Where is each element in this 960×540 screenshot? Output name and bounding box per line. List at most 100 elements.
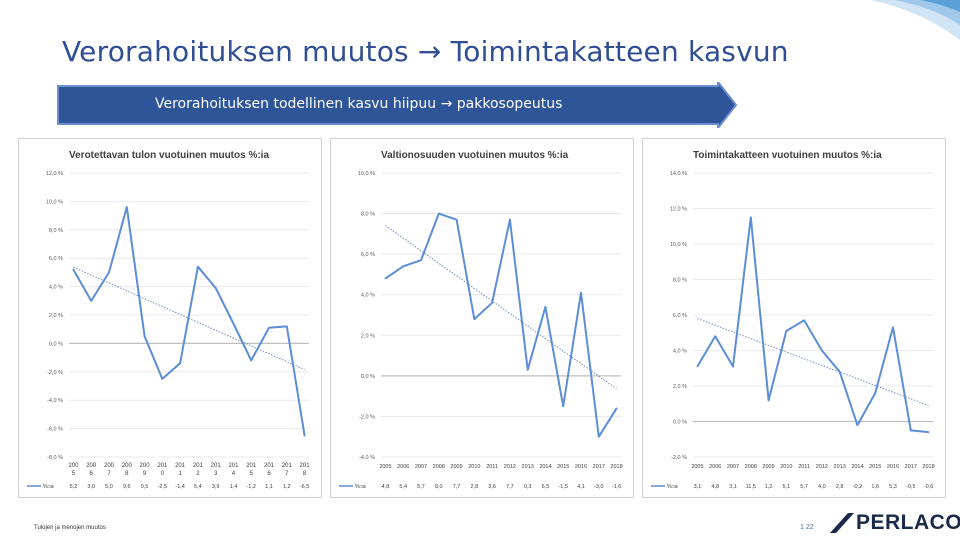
table-value: 4,0 xyxy=(818,484,826,490)
x-tick-label-top: 201 xyxy=(157,463,168,469)
x-tick-label: 2018 xyxy=(922,464,934,470)
x-tick-label: 2015 xyxy=(869,464,881,470)
y-tick-label: 10,0 % xyxy=(46,199,63,205)
data-point xyxy=(268,326,270,329)
x-tick-label-bottom: 7 xyxy=(107,471,111,477)
chart-state-subsidy: Valtionosuuden vuotuinen muutos %:ia 10,0… xyxy=(339,150,623,490)
table-value: -0,5 xyxy=(906,484,915,490)
y-tick-label: 6,0 % xyxy=(673,313,687,319)
trendline xyxy=(385,225,617,390)
y-tick-label: 10,0 % xyxy=(670,242,687,248)
data-point xyxy=(892,326,894,329)
data-point xyxy=(785,330,788,332)
x-tick-label-bottom: 5 xyxy=(72,471,76,477)
data-point xyxy=(402,265,405,268)
table-value: 3,0 xyxy=(87,484,95,490)
y-tick-label: 10,0 % xyxy=(358,171,375,177)
table-value: 7,7 xyxy=(506,484,514,490)
chart-panel-taxable-income: Verotettavan tulon vuotuinen muutos %:ia… xyxy=(18,138,322,498)
x-tick-label-top: 201 xyxy=(264,463,275,469)
x-tick-label: 2010 xyxy=(780,464,792,470)
x-tick-label: 2011 xyxy=(798,464,810,470)
chart-panel-state-subsidy: Valtionosuuden vuotuinen muutos %:ia 10,0… xyxy=(330,138,634,498)
table-value: 4,8 xyxy=(382,484,390,490)
data-point xyxy=(491,302,493,304)
y-tick-label: 12,0 % xyxy=(46,171,63,177)
data-point xyxy=(821,349,823,352)
x-tick-label-top: 201 xyxy=(246,463,257,469)
x-tick-label-bottom: 6 xyxy=(90,471,94,477)
x-tick-label-top: 201 xyxy=(175,463,186,469)
data-point xyxy=(856,424,859,426)
data-point xyxy=(803,319,805,322)
table-value: -0,6 xyxy=(924,484,933,490)
data-point xyxy=(384,277,387,280)
table-value: 1,2 xyxy=(283,484,291,490)
y-tick-label: -2,0 % xyxy=(47,370,63,376)
table-value: 5,1 xyxy=(783,484,791,490)
x-tick-label-top: 200 xyxy=(104,463,115,469)
x-tick-label-bottom: 1 xyxy=(178,471,182,477)
x-tick-label-top: 201 xyxy=(211,463,222,469)
data-point xyxy=(874,392,877,394)
x-tick-label-bottom: 8 xyxy=(125,471,129,477)
table-value: -1,4 xyxy=(175,484,184,490)
x-tick-label: 2008 xyxy=(433,464,445,470)
table-value: -1,5 xyxy=(558,484,567,490)
chart-title: Toimintakatteen vuotuinen muutos %:ia xyxy=(693,150,882,161)
x-tick-label-bottom: 6 xyxy=(267,471,271,477)
x-tick-label: 2009 xyxy=(762,464,774,470)
x-tick-label: 2016 xyxy=(887,464,899,470)
data-point xyxy=(767,399,770,402)
banner-text: Verorahoituksen todellinen kasvu hiipuu … xyxy=(155,96,563,112)
data-point xyxy=(161,378,164,380)
table-value: 1,4 xyxy=(230,484,238,490)
x-tick-label: 2006 xyxy=(397,464,409,470)
data-point xyxy=(250,359,253,362)
table-value: -3,0 xyxy=(594,484,603,490)
table-value: 4,1 xyxy=(577,484,585,490)
table-value: 3,1 xyxy=(729,484,737,490)
table-value: 5,4 xyxy=(399,484,407,490)
x-tick-label-bottom: 4 xyxy=(232,471,236,477)
table-value: 6,5 xyxy=(542,484,550,490)
y-tick-label: 8,0 % xyxy=(361,212,375,218)
y-tick-label: -2,0 % xyxy=(359,414,375,420)
chart-title: Valtionosuuden vuotuinen muutos %:ia xyxy=(381,150,569,161)
legend-label: %:ia xyxy=(43,484,55,490)
data-point xyxy=(526,368,529,371)
table-value: -2,5 xyxy=(158,484,167,490)
table-value: 5,3 xyxy=(889,484,897,490)
data-point xyxy=(420,259,422,262)
y-tick-label: 4,0 % xyxy=(361,293,375,299)
x-tick-label-top: 200 xyxy=(68,463,79,469)
data-point xyxy=(696,365,699,368)
series-line xyxy=(696,216,929,434)
table-value: 11,5 xyxy=(746,484,756,490)
page-number: 1 22 xyxy=(800,524,814,531)
y-tick-label: 0,0 % xyxy=(673,420,687,426)
banner-arrow xyxy=(57,82,738,128)
x-tick-label: 2007 xyxy=(415,464,427,470)
data-point xyxy=(90,300,93,302)
chart-title: Verotettavan tulon vuotuinen muutos %:ia xyxy=(69,150,269,161)
data-point xyxy=(597,435,600,438)
x-tick-label: 2013 xyxy=(834,464,846,470)
x-tick-label-top: 201 xyxy=(300,463,311,469)
data-point xyxy=(303,434,306,437)
table-value: 7,7 xyxy=(453,484,461,490)
table-value: 0,3 xyxy=(524,484,532,490)
x-tick-label: 2007 xyxy=(727,464,739,470)
x-tick-label: 2017 xyxy=(905,464,917,470)
y-tick-label: 2,0 % xyxy=(361,333,375,339)
table-value: 9,6 xyxy=(123,484,131,490)
data-point xyxy=(749,216,752,219)
table-value: 5,7 xyxy=(800,484,808,490)
data-point xyxy=(179,362,181,365)
table-value: 8,0 xyxy=(435,484,443,490)
data-point xyxy=(214,287,217,289)
trendline xyxy=(697,318,929,406)
x-tick-label: 2008 xyxy=(745,464,757,470)
data-point xyxy=(509,218,511,221)
data-point xyxy=(285,325,288,328)
